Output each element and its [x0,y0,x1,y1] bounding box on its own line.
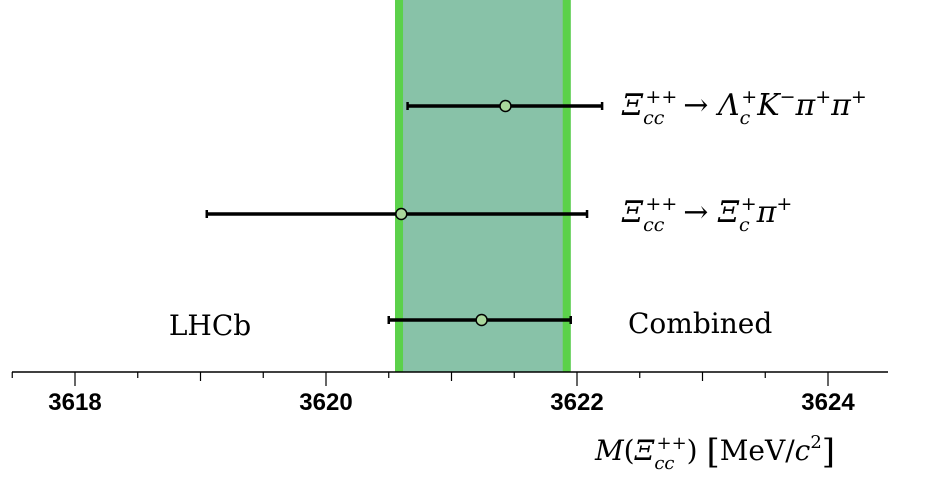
x-axis-ticks [11,372,829,386]
point-label-0: Ξcc++ → Λc+K−π+π+ [621,86,867,129]
tick-label-3622: 3622 [550,389,603,416]
measurement-points [205,99,604,327]
combined-band-left-edge [395,0,404,372]
point-marker [475,313,488,327]
point-2 [387,313,572,327]
point-1 [205,207,589,221]
point-label-2: Combined [628,307,772,340]
point-0 [406,99,604,113]
point-marker [499,99,512,113]
combined-band [395,0,571,372]
svg-text:M(Ξcc++) [MeV/c2]: M(Ξcc++) [MeV/c2] [594,432,835,474]
x-axis-title: M(Ξcc++) [MeV/c2] [594,432,835,474]
tick-label-3618: 3618 [48,389,101,416]
x-axis-tick-labels: 3618 3620 3622 3624 [48,389,855,416]
lhcb-label: LHCb [169,309,251,342]
svg-text:Ξcc++→ Λc+K−π+π+: Ξcc++ → Λc+K−π+π+ [621,86,867,129]
combined-band-right-edge [562,0,571,372]
tick-label-3624: 3624 [801,389,855,416]
tick-label-3620: 3620 [299,389,352,416]
point-marker [395,207,408,221]
svg-text:Ξcc++→ Ξc+π+: Ξcc++ → Ξc+π+ [621,193,792,236]
point-label-1: Ξcc++ → Ξc+π+ [621,193,792,236]
